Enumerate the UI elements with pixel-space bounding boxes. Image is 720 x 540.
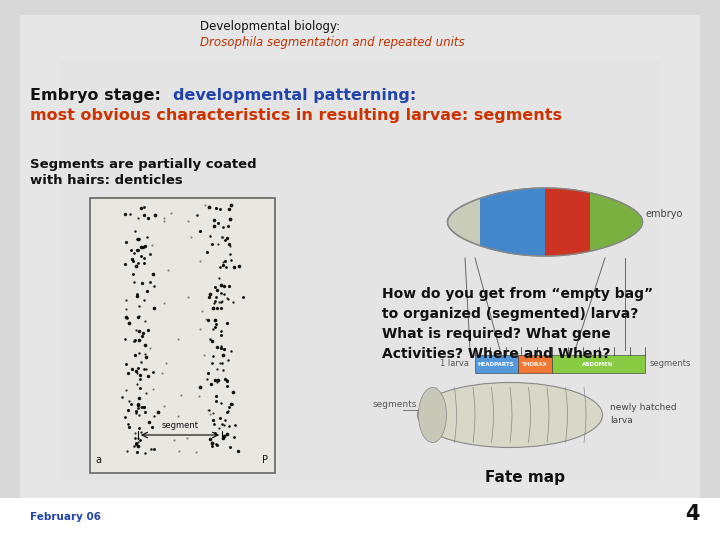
Text: 4: 4: [685, 504, 700, 524]
Text: THORAX: THORAX: [521, 361, 547, 367]
FancyBboxPatch shape: [90, 198, 275, 473]
Text: P: P: [262, 455, 268, 465]
Text: 1 larva: 1 larva: [440, 360, 469, 368]
Text: larva: larva: [611, 416, 634, 425]
Text: Embryo stage:: Embryo stage:: [30, 88, 166, 103]
Text: HEADPARTS: HEADPARTS: [477, 361, 513, 367]
Text: Activities? Where and When?: Activities? Where and When?: [382, 347, 611, 361]
Text: February 06: February 06: [30, 512, 101, 522]
Text: developmental patterning:: developmental patterning:: [173, 88, 416, 103]
FancyBboxPatch shape: [60, 60, 660, 480]
Bar: [518, 355, 552, 373]
Text: a: a: [95, 455, 101, 465]
FancyBboxPatch shape: [0, 498, 720, 540]
Text: Fate map: Fate map: [485, 470, 565, 485]
Text: Segments are partially coated: Segments are partially coated: [30, 158, 256, 171]
Text: segment: segment: [161, 421, 199, 430]
Bar: [552, 355, 645, 373]
Text: Drosophila segmentation and repeated units: Drosophila segmentation and repeated uni…: [200, 36, 464, 49]
Bar: [475, 355, 518, 373]
Text: ABDOMEN: ABDOMEN: [582, 361, 613, 367]
Text: segments: segments: [372, 400, 417, 409]
Ellipse shape: [418, 382, 603, 448]
Text: How do you get from “empty bag”: How do you get from “empty bag”: [382, 287, 653, 301]
Text: most obvious characteristics in resulting larvae: segments: most obvious characteristics in resultin…: [30, 108, 562, 123]
Text: with hairs: denticles: with hairs: denticles: [30, 174, 183, 187]
Ellipse shape: [418, 388, 446, 442]
Text: What is required? What gene: What is required? What gene: [382, 327, 611, 341]
Polygon shape: [448, 188, 642, 256]
FancyBboxPatch shape: [30, 30, 690, 510]
Text: embryo: embryo: [645, 209, 683, 219]
Bar: [590, 183, 690, 261]
Text: newly hatched: newly hatched: [611, 403, 677, 412]
Text: Developmental biology:: Developmental biology:: [200, 20, 340, 33]
Bar: [480, 183, 545, 261]
Text: to organized (segmented) larva?: to organized (segmented) larva?: [382, 307, 639, 321]
Bar: [545, 183, 590, 261]
FancyBboxPatch shape: [20, 15, 700, 525]
Text: segments: segments: [650, 360, 691, 368]
